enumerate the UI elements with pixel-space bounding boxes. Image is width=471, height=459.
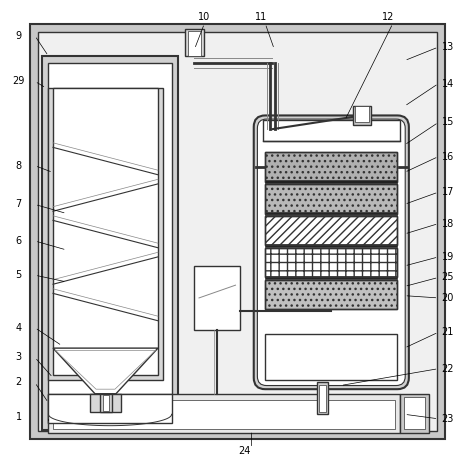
Bar: [319, 385, 326, 412]
Text: 21: 21: [441, 327, 454, 337]
Bar: [404, 397, 425, 429]
Bar: [49, 394, 171, 423]
Bar: [265, 180, 398, 183]
Bar: [265, 152, 398, 182]
Text: 10: 10: [198, 12, 211, 22]
Bar: [90, 394, 121, 412]
Text: 23: 23: [441, 414, 454, 424]
Bar: [103, 395, 109, 411]
Text: 25: 25: [441, 272, 454, 282]
Text: 6: 6: [16, 236, 22, 246]
Bar: [265, 216, 398, 246]
Bar: [188, 31, 201, 56]
Text: 19: 19: [441, 252, 454, 262]
Bar: [265, 152, 398, 182]
Text: 7: 7: [16, 199, 22, 209]
Bar: [41, 56, 179, 430]
Bar: [53, 400, 395, 429]
Text: 4: 4: [16, 323, 22, 333]
Polygon shape: [53, 348, 158, 394]
Text: 1: 1: [16, 412, 22, 421]
Text: 29: 29: [13, 76, 25, 86]
Bar: [39, 33, 437, 431]
Bar: [400, 394, 430, 432]
FancyBboxPatch shape: [254, 116, 409, 389]
Text: 17: 17: [441, 187, 454, 197]
Bar: [49, 63, 171, 423]
Text: 14: 14: [441, 78, 454, 89]
Text: 16: 16: [441, 151, 454, 162]
Bar: [265, 248, 398, 277]
Bar: [195, 266, 240, 330]
Text: 24: 24: [238, 446, 251, 456]
Text: 13: 13: [441, 42, 454, 52]
Text: 11: 11: [254, 12, 267, 22]
Bar: [265, 212, 398, 215]
Bar: [265, 280, 398, 309]
Bar: [265, 248, 398, 277]
Text: 5: 5: [16, 270, 22, 280]
Bar: [49, 88, 162, 380]
Text: 8: 8: [16, 161, 22, 171]
Bar: [317, 382, 328, 414]
Bar: [265, 276, 398, 279]
Text: 3: 3: [16, 352, 22, 362]
Bar: [265, 184, 398, 213]
Bar: [265, 280, 398, 309]
Text: 2: 2: [16, 377, 22, 387]
Text: 18: 18: [441, 218, 454, 229]
Bar: [265, 184, 398, 213]
Bar: [185, 29, 203, 56]
Bar: [263, 120, 400, 140]
Text: 20: 20: [441, 293, 454, 303]
Bar: [53, 88, 158, 375]
Bar: [265, 335, 398, 380]
Bar: [49, 394, 400, 432]
Bar: [356, 106, 369, 122]
Bar: [265, 244, 398, 247]
Bar: [265, 216, 398, 246]
FancyBboxPatch shape: [257, 119, 405, 386]
Bar: [353, 106, 372, 124]
Text: 15: 15: [441, 118, 454, 127]
Text: 9: 9: [16, 31, 22, 40]
Text: 12: 12: [382, 12, 395, 22]
Bar: [100, 394, 112, 412]
Text: 22: 22: [441, 364, 454, 374]
